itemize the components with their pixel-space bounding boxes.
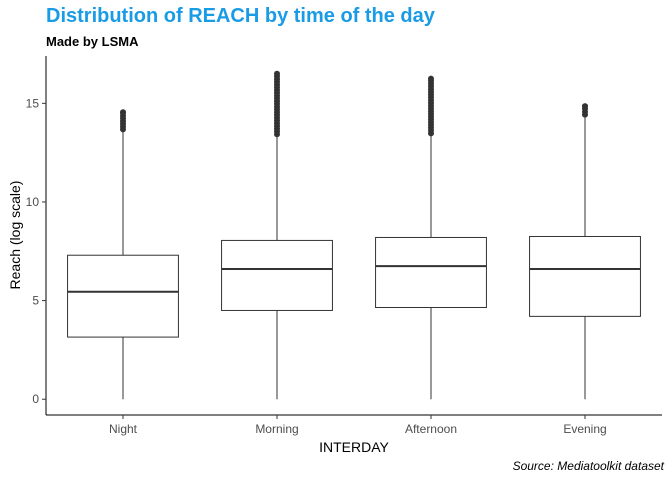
outlier-point: [274, 70, 280, 77]
iqr-box: [221, 239, 333, 311]
iqr-box: [375, 236, 487, 308]
outlier-point: [120, 109, 126, 116]
chart-subtitle: Made by LSMA: [46, 34, 139, 49]
y-tick-label: 0: [32, 392, 39, 406]
outlier-point: [582, 103, 588, 110]
x-ticks: Night Morning Afternoon Evening: [109, 415, 607, 436]
y-tick-label: 5: [32, 294, 39, 308]
axes: [45, 56, 662, 416]
box-morning: [221, 70, 333, 400]
x-tick-label: Morning: [255, 422, 298, 436]
y-axis-title: Reach (log scale): [7, 181, 23, 290]
x-tick-label: Evening: [563, 422, 606, 436]
box-night: [67, 109, 179, 400]
x-tick-label: Afternoon: [405, 422, 457, 436]
box-evening: [529, 103, 641, 400]
boxes: [67, 70, 641, 400]
x-tick-label: Night: [109, 422, 138, 436]
y-ticks: 0 5 10 15: [26, 96, 46, 406]
x-axis-title: INTERDAY: [319, 439, 389, 455]
chart-caption: Source: Mediatoolkit dataset: [512, 459, 664, 473]
y-tick-label: 15: [26, 96, 40, 110]
y-tick-label: 10: [26, 195, 40, 209]
box-afternoon: [375, 75, 487, 400]
chart-title: Distribution of REACH by time of the day: [46, 5, 435, 27]
outlier-point: [428, 75, 434, 82]
iqr-box: [529, 235, 641, 317]
iqr-box: [67, 254, 179, 338]
